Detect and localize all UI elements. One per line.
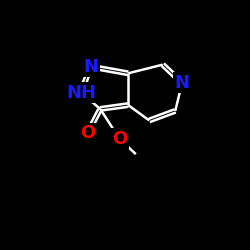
- Text: N: N: [174, 74, 190, 92]
- Text: NH: NH: [66, 84, 96, 102]
- Text: N: N: [83, 58, 98, 76]
- Text: O: O: [112, 130, 127, 148]
- Text: O: O: [80, 124, 95, 142]
